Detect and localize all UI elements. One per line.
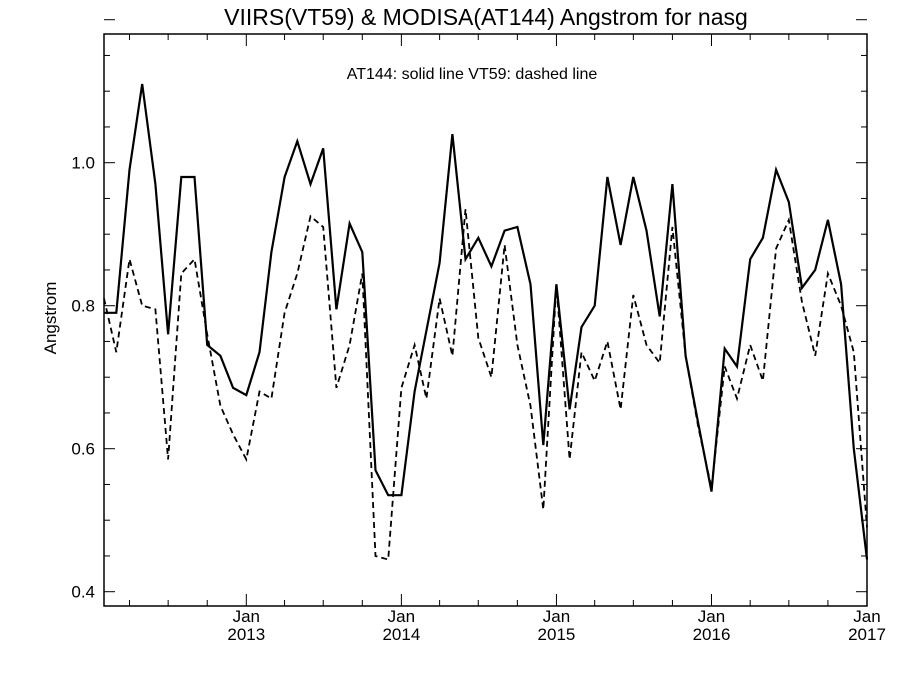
x-tick-label-year: 2016 bbox=[693, 625, 731, 644]
plot-frame bbox=[103, 33, 868, 607]
x-tick-label-year: 2017 bbox=[848, 625, 886, 644]
x-tick-label-month: Jan bbox=[388, 607, 415, 626]
y-axis-label: Angstrom bbox=[41, 282, 60, 355]
chart-title: VIIRS(VT59) & MODISA(AT144) Angstrom for… bbox=[224, 4, 748, 30]
series-AT144-line bbox=[104, 83, 869, 560]
x-tick-label-month: Jan bbox=[233, 607, 260, 626]
chart-annotation: AT144: solid line VT59: dashed line bbox=[347, 66, 598, 83]
y-tick-label: 0.4 bbox=[71, 583, 95, 602]
x-tick-label-year: 2013 bbox=[227, 625, 265, 644]
tick-labels: 0.40.60.81.0Jan2013Jan2014Jan2015Jan2016… bbox=[71, 154, 886, 644]
x-tick-label-month: Jan bbox=[853, 607, 880, 626]
x-tick-label-month: Jan bbox=[698, 607, 725, 626]
x-tick-label-month: Jan bbox=[543, 607, 570, 626]
x-tick-label-year: 2014 bbox=[382, 625, 420, 644]
y-tick-label: 0.8 bbox=[71, 297, 95, 316]
y-tick-label: 1.0 bbox=[71, 154, 95, 173]
series-VT59-line bbox=[103, 209, 868, 561]
axis-ticks bbox=[104, 19, 868, 606]
x-tick-label-year: 2015 bbox=[538, 625, 576, 644]
series-lines bbox=[103, 83, 869, 561]
y-tick-label: 0.6 bbox=[71, 440, 95, 459]
